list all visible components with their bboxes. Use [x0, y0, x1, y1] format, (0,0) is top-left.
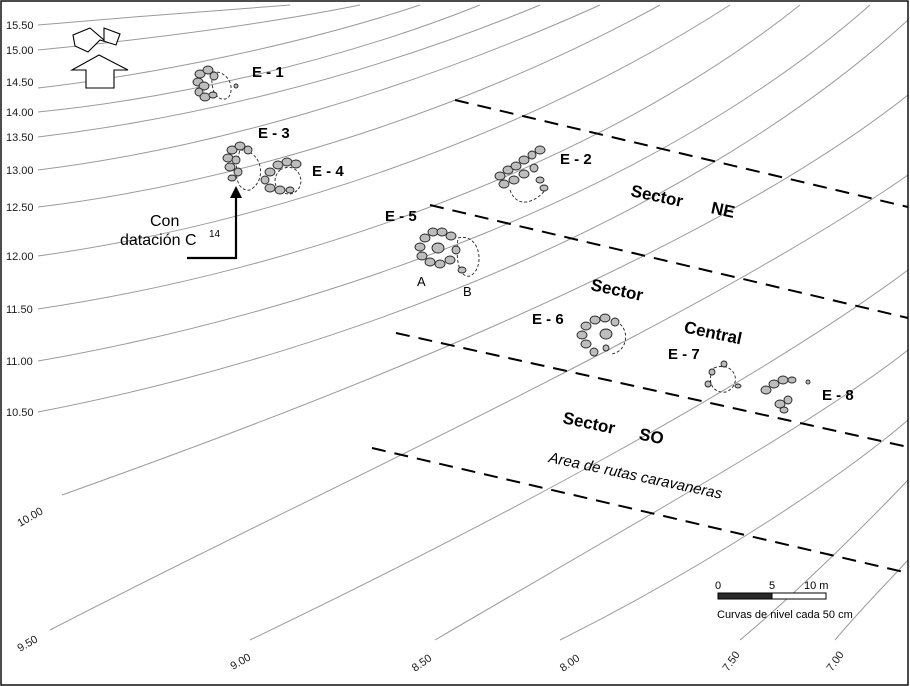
- contour-line: [37, 4, 601, 171]
- structure-label-e7: E - 7: [668, 346, 700, 363]
- contour-line: [37, 4, 541, 138]
- elevation-label: 14.00: [6, 107, 34, 119]
- contour-line: [434, 349, 909, 641]
- dating-label-line2: datación C: [120, 232, 197, 249]
- sector-divider: [395, 332, 909, 448]
- elevation-label: 15.00: [6, 45, 34, 57]
- structure-e2: [494, 145, 549, 203]
- structure-e1: [192, 65, 239, 102]
- sector-divider: [454, 99, 909, 208]
- structure-e4: [260, 157, 302, 195]
- dating-arrow: [187, 196, 238, 260]
- elevation-label: 14.50: [6, 77, 34, 89]
- contour-line: [37, 4, 481, 113]
- sector-label-so: Sector SO: [561, 408, 665, 448]
- elevation-label: 7.00: [825, 649, 847, 673]
- contour-line: [249, 269, 909, 641]
- structure-e7: [704, 360, 742, 393]
- sector-word: Sector: [561, 408, 617, 438]
- sector-label-ne: Sector NE: [629, 181, 736, 222]
- contour-line: [37, 4, 871, 362]
- sector-code: SO: [637, 425, 665, 449]
- elevation-label: 8.00: [558, 652, 582, 674]
- contour-line: [834, 559, 909, 641]
- scale-caption: Curvas de nivel cada 50 cm: [717, 609, 853, 621]
- scale-tick-0: 0: [715, 580, 721, 592]
- contour-line: [37, 4, 421, 89]
- sector-divider: [429, 204, 909, 319]
- scale-bar: 0 5 10 m Curvas de nivel cada 50 cm: [715, 580, 853, 621]
- structure-sublabel-b: B: [463, 284, 472, 299]
- sector-dividers: [371, 99, 909, 574]
- elevation-label: 13.00: [6, 165, 34, 177]
- contour-line: [37, 19, 909, 413]
- structure-label-e5: E - 5: [385, 208, 417, 225]
- structure-label-e2: E - 2: [560, 151, 592, 168]
- sector-word: Sector: [589, 275, 645, 305]
- scale-tick-10: 10 m: [804, 580, 828, 592]
- contour-line: [37, 4, 291, 26]
- elevation-label: 9.50: [16, 633, 41, 654]
- elevation-label: 12.00: [6, 251, 34, 263]
- scale-segment-light: [771, 592, 827, 600]
- sector-word: Sector: [629, 181, 685, 211]
- contour-line: [37, 4, 731, 257]
- dating-label-line1: Con: [150, 213, 179, 230]
- scale-segment-dark: [717, 592, 773, 600]
- structure-sublabel-a: A: [417, 274, 426, 289]
- contour-line: [559, 419, 909, 641]
- arrowhead-icon: [230, 186, 242, 198]
- structure-e3: [222, 141, 261, 191]
- elevation-label: 15.50: [6, 20, 34, 32]
- structure-e6: [576, 313, 627, 357]
- sector-code: Central: [682, 318, 743, 349]
- contour-lines: [37, 4, 909, 641]
- dating-label-superscript: 14: [209, 229, 221, 240]
- elevation-label: 11.00: [6, 356, 33, 368]
- contour-line: [61, 94, 909, 496]
- sector-code: NE: [709, 198, 736, 221]
- elevation-label: 11.50: [6, 304, 33, 316]
- scale-tick-5: 5: [769, 580, 775, 592]
- north-arrow-icon: [69, 27, 129, 89]
- elevation-label: 8.50: [410, 652, 434, 674]
- elevation-labels-left: 15.50 15.00 14.50 14.00 13.50 13.00 12.5…: [6, 20, 34, 419]
- contour-line: [37, 4, 801, 310]
- elevation-label: 13.50: [6, 132, 34, 144]
- structure-label-e3: E - 3: [258, 125, 290, 142]
- structure-label-e6: E - 6: [532, 311, 564, 328]
- contour-line: [49, 174, 909, 631]
- elevation-label: 10.50: [6, 407, 34, 419]
- sector-divider: [371, 447, 909, 574]
- structure-label-e8: E - 8: [822, 387, 854, 404]
- elevation-label: 12.50: [6, 202, 34, 214]
- elevation-label: 10.00: [16, 505, 46, 529]
- structure-label-e4: E - 4: [312, 163, 344, 180]
- structure-label-e1: E - 1: [252, 64, 284, 81]
- dating-annotation: Con datación C 14: [120, 186, 242, 260]
- elevation-label: 9.00: [229, 651, 254, 672]
- contour-line: [37, 4, 661, 208]
- elevation-labels-rotated: 10.00 9.50 9.00 8.50 8.00 7.50 7.00: [16, 505, 847, 674]
- structure-e5: [414, 227, 480, 277]
- structure-e8: [760, 375, 811, 414]
- elevation-label: 7.50: [721, 649, 743, 673]
